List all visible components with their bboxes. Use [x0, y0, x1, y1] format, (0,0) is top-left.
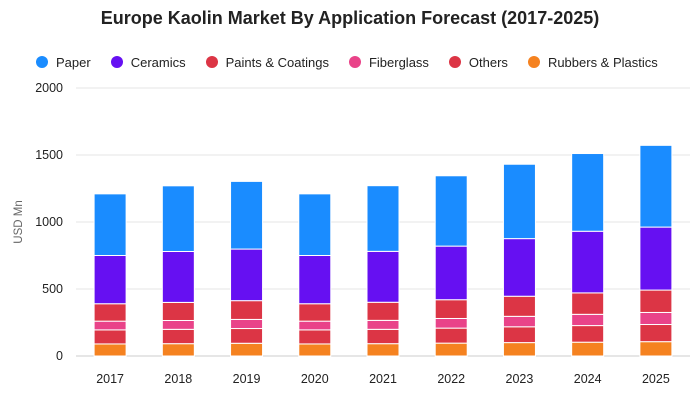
legend-item[interactable]: Fiberglass [348, 54, 429, 70]
bar-segment: Others 2019: 110 [230, 328, 264, 344]
bar-segment: Ceramics 2017: 360 [93, 255, 127, 305]
bar-segment: Ceramics 2022: 400 [434, 245, 468, 301]
bar-segment: Rubbers & Plastics 2024: 103 [571, 341, 605, 357]
x-tick-label: 2025 [642, 372, 670, 386]
bar-segment: Rubbers & Plastics 2017: 90 [93, 343, 127, 357]
bar-segment: Ceramics 2025: 470 [639, 226, 673, 291]
bar-segment: Ceramics 2021: 380 [366, 250, 400, 303]
legend-swatch [527, 56, 540, 68]
bars: Rubbers & Plastics 2017: 90Others 2017: … [93, 144, 673, 357]
bar-segment: Ceramics 2024: 460 [571, 230, 605, 294]
bar-segment: Paints & Coatings 2018: 135 [161, 301, 195, 321]
x-tick-label: 2018 [164, 372, 192, 386]
legend-item[interactable]: Paper [36, 55, 91, 70]
legend-label: Paints & Coatings [225, 54, 329, 70]
bar-segment: Paints & Coatings 2023: 150 [502, 295, 536, 317]
bar-segment: Paper 2017: 460 [93, 193, 127, 256]
bar-segment: Paper 2024: 580 [571, 153, 605, 232]
bar-segment: Paints & Coatings 2019: 140 [230, 300, 264, 320]
bar-segment: Fiberglass 2020: 65 [298, 320, 332, 331]
y-tick-label: 2000 [35, 81, 63, 95]
bar-segment: Rubbers & Plastics 2022: 96 [434, 342, 468, 357]
bar-segment: Paints & Coatings 2020: 130 [298, 303, 332, 322]
legend-item[interactable]: Rubbers & Plastics [527, 54, 658, 70]
legend-swatch [448, 56, 461, 68]
bar-segment: Rubbers & Plastics 2023: 100 [502, 342, 536, 357]
x-tick-label: 2020 [301, 372, 329, 386]
legend-label: Rubbers & Plastics [547, 54, 658, 70]
bar-segment: Rubbers & Plastics 2018: 92 [161, 343, 195, 357]
bar-segment: Rubbers & Plastics 2020: 90 [298, 343, 332, 357]
legend-swatch [36, 56, 48, 68]
bar-segment: Fiberglass 2017: 65 [93, 320, 127, 331]
bar-segment: Others 2023: 118 [502, 326, 536, 344]
bar-segment: Paints & Coatings 2024: 160 [571, 292, 605, 315]
y-tick-label: 0 [56, 349, 63, 363]
y-axis-label: USD Mn [13, 200, 25, 243]
legend-item[interactable]: Ceramics [110, 54, 186, 70]
legend-label: Others [468, 54, 508, 70]
legend-label: Ceramics [130, 54, 186, 70]
bar-segment: Ceramics 2020: 360 [298, 255, 332, 305]
bar-segment: Paper 2022: 525 [434, 175, 468, 247]
legend-item[interactable]: Others [448, 54, 508, 70]
bar-segment: Fiberglass 2018: 66 [161, 319, 195, 330]
bar-segment: Fiberglass 2024: 84 [571, 313, 605, 327]
bar-segment: Others 2020: 105 [298, 329, 332, 345]
legend-label: Fiberglass [368, 54, 429, 70]
bar-segment: Fiberglass 2023: 78 [502, 315, 536, 328]
legend-swatch [348, 56, 361, 68]
bar-segment: Paper 2019: 505 [230, 180, 264, 250]
bar-segment: Paints & Coatings 2017: 130 [93, 303, 127, 322]
bar-segment: Paper 2020: 460 [298, 193, 332, 256]
bar-segment: Paints & Coatings 2022: 140 [434, 299, 468, 319]
bar-segment: Rubbers & Plastics 2021: 92 [366, 343, 400, 357]
bar-segment: Fiberglass 2021: 67 [366, 319, 400, 330]
chart-title: Europe Kaolin Market By Application Fore… [100, 8, 600, 28]
x-tick-label: 2019 [233, 372, 261, 386]
bar-segment: Others 2025: 128 [639, 324, 673, 343]
y-tick-label: 1000 [35, 215, 63, 229]
bar-segment: Ceramics 2023: 430 [502, 238, 536, 297]
bar-segment: Fiberglass 2025: 90 [639, 311, 673, 326]
bar-segment: Others 2022: 112 [434, 327, 468, 344]
y-tick-label: 1500 [35, 148, 63, 162]
x-tick-label: 2022 [437, 372, 465, 386]
y-tick-label: 500 [42, 282, 63, 296]
bar-segment: Ceramics 2018: 380 [161, 250, 195, 303]
chart-legend: Paper Ceramics Paints & Coatings Fiberglass… [36, 52, 686, 72]
x-tick-label: 2024 [574, 372, 602, 386]
legend-label: Paper [56, 54, 91, 70]
bar-segment: Paper 2021: 490 [366, 185, 400, 252]
x-tick-label: 2017 [96, 372, 124, 386]
x-tick-label: 2021 [369, 372, 397, 386]
legend-swatch [110, 56, 123, 68]
bar-segment: Paints & Coatings 2025: 167 [639, 289, 673, 313]
bar-segment: Paints & Coatings 2021: 135 [366, 301, 400, 321]
bar-segment: Others 2024: 124 [571, 325, 605, 343]
bar-segment: Ceramics 2019: 385 [230, 248, 264, 302]
legend-item[interactable]: Paints & Coatings [205, 54, 329, 70]
bar-segment: Others 2021: 107 [366, 328, 400, 345]
bar-segment: Others 2017: 105 [93, 329, 127, 345]
bar-segment: Rubbers & Plastics 2025: 107 [639, 341, 673, 357]
bar-segment: Paper 2023: 555 [502, 163, 536, 240]
bar-segment: Rubbers & Plastics 2019: 95 [230, 342, 264, 357]
legend-swatch [205, 56, 218, 68]
bar-segment: Fiberglass 2022: 72 [434, 317, 468, 329]
bar-segment: Paper 2018: 490 [161, 185, 195, 252]
x-tick-label: 2023 [506, 372, 534, 386]
bar-segment: Fiberglass 2019: 68 [230, 318, 264, 330]
bar-segment: Others 2018: 107 [161, 328, 195, 345]
bar-segment: Paper 2025: 610 [639, 144, 673, 228]
